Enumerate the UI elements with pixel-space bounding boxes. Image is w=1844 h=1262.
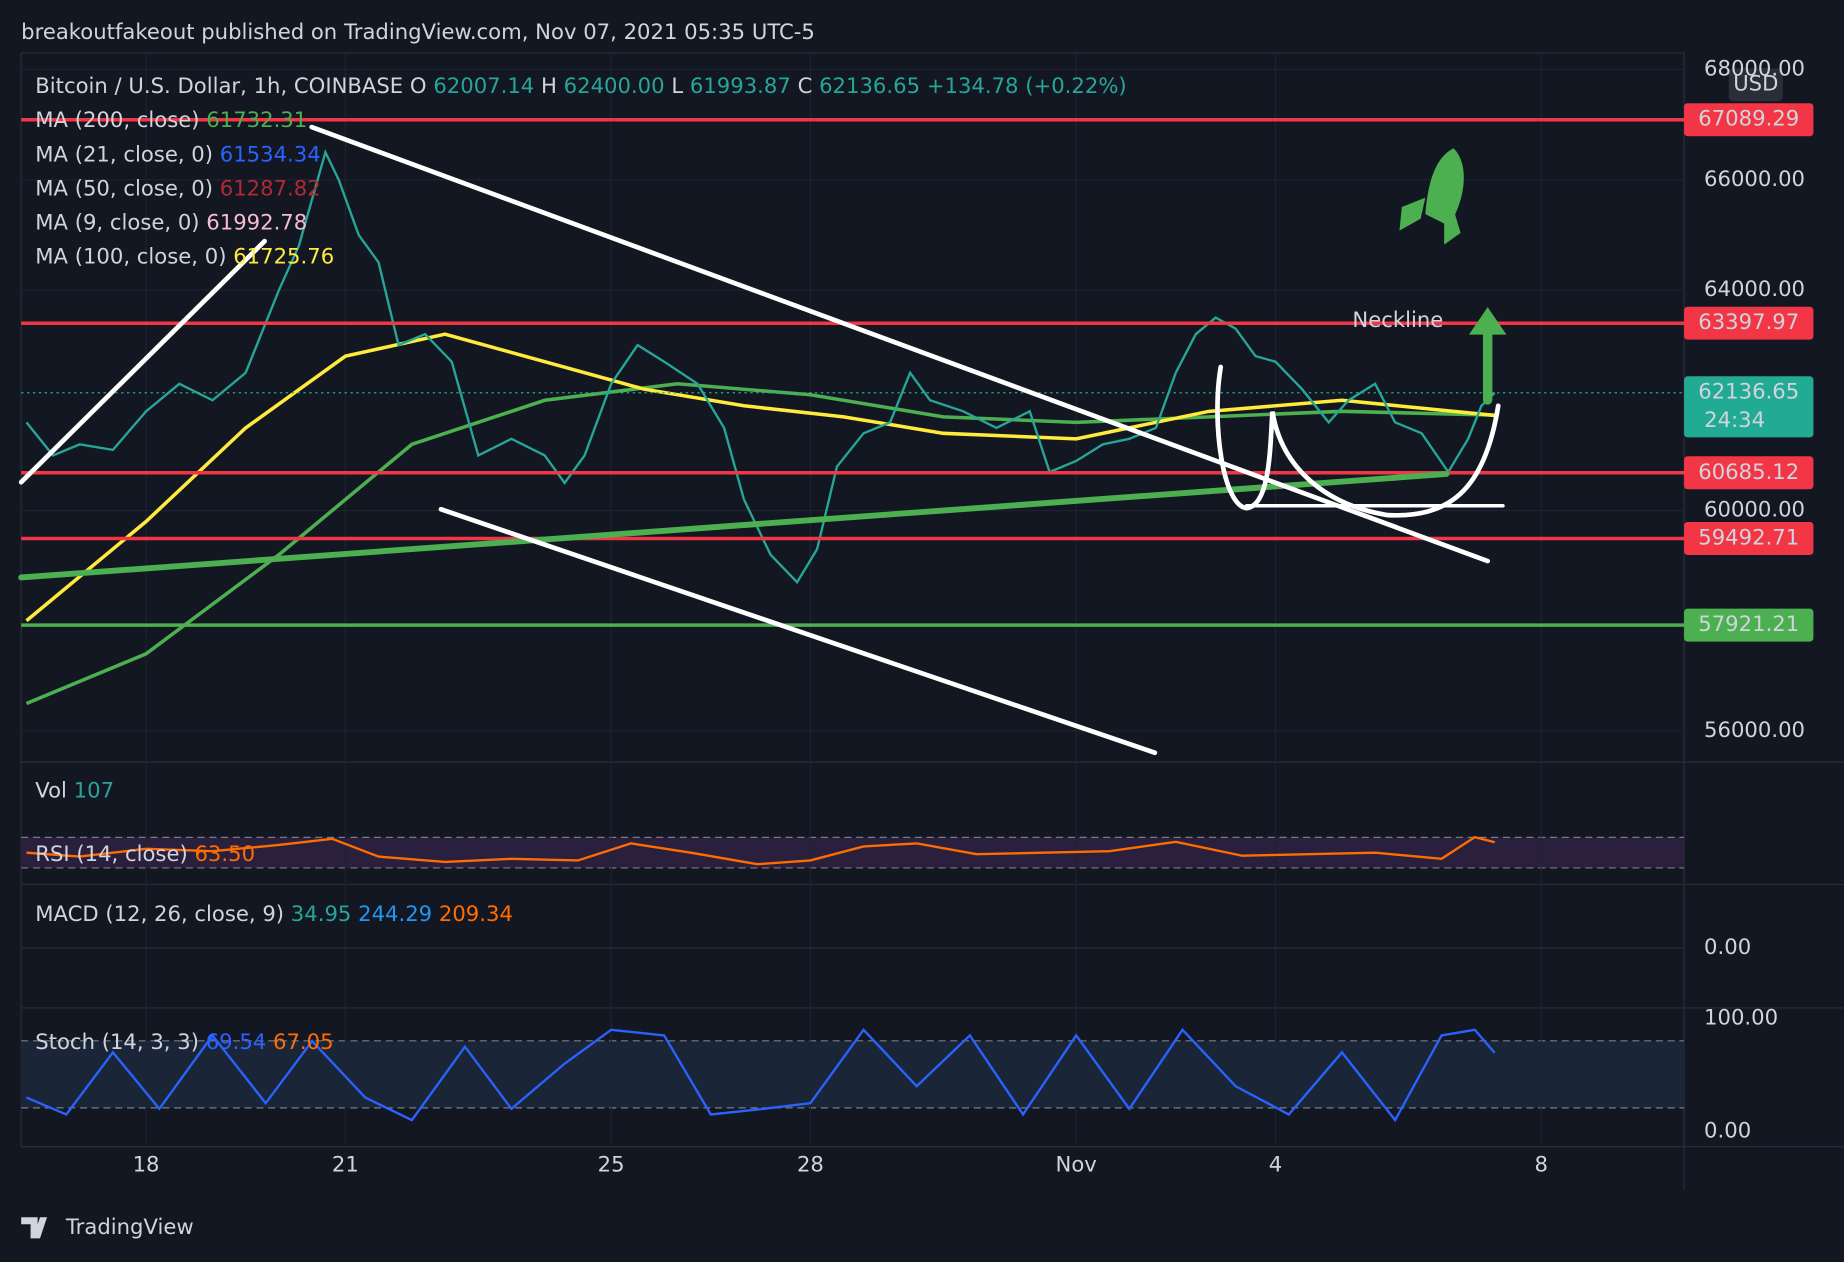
x-tick-label: 25 [598,1152,625,1177]
price-label-box [1684,456,1814,490]
macd-label: MACD (12, 26, close, 9) [35,901,284,926]
marks [21,52,1685,1147]
y-tick-label: 64000.00 [1704,276,1805,301]
price-label-box [1684,306,1814,340]
green-trendline [18,471,1450,581]
price-label-box [1684,522,1814,555]
x-tick-label: 18 [133,1152,160,1177]
x-tick-label: Nov [1056,1152,1097,1177]
logo-mark [21,1217,48,1239]
indicator-name: MA (21, close, 0) [35,141,213,166]
y-tick-label: 100.00 [1704,1004,1778,1029]
ohlc-value: 61993.87 [690,73,791,98]
legend-line: Bitcoin / U.S. Dollar, 1h, COINBASE O 62… [35,73,1126,98]
byline: breakoutfakeout published on TradingView… [21,19,815,44]
x-tick-label: 4 [1269,1152,1282,1177]
macd-value: 244.29 [358,901,432,926]
legend-line: MA (21, close, 0) 61534.34 [35,141,320,166]
trendline [18,238,267,485]
countdown: 24:34 [1704,407,1765,432]
ma-line [25,382,1495,706]
price-line [25,148,1496,585]
macd-value: 209.34 [439,901,513,926]
rsi-band [21,837,1685,868]
stoch-label: Stoch (14, 3, 3) [35,1029,199,1054]
macd-value: 34.95 [291,901,352,926]
chart-area [20,52,1685,1148]
price-label: 57921.21 [1698,611,1799,636]
indicator-value: 61534.34 [220,141,321,166]
pattern-drawing [1215,364,1501,518]
drawings [18,124,1507,756]
trendline [438,506,1158,756]
annotation: Neckline [1352,307,1443,332]
vol-label: Vol [35,778,67,803]
stoch-value: 69.54 [206,1029,267,1054]
indicator-name: MA (50, close, 0) [35,175,213,200]
ma-line [25,332,1495,623]
indicator-name: MA (200, close) [35,107,199,132]
x-tick-label: 21 [332,1152,359,1177]
rocket-icon [1399,148,1464,245]
price-label: 63397.97 [1698,309,1799,334]
indicator-value: 61725.76 [233,244,334,269]
indicator-value: 61732.31 [206,107,307,132]
ohlc-label: O [410,73,427,98]
symbol: Bitcoin / U.S. Dollar, 1h, COINBASE [35,73,403,98]
logo-text: TradingView [65,1214,194,1239]
currency[interactable]: USD [1733,71,1778,96]
y-tick-label: 56000.00 [1704,717,1805,742]
last-price-box [1684,376,1814,438]
trendline [309,124,1491,564]
last-price-label: 62136.65 [1698,379,1799,404]
y-tick-label: 60000.00 [1704,497,1805,522]
legend-line: Stoch (14, 3, 3) 69.54 67.05 [35,1029,333,1054]
vol-value: 107 [74,778,114,803]
y-tick-label: 68000.00 [1704,56,1805,81]
stoch-value: 67.05 [273,1029,334,1054]
rsi-label: RSI (14, close) [35,841,187,866]
legend-line: MA (9, close, 0) 61992.78 [35,210,307,235]
price-label: 59492.71 [1698,524,1799,549]
indicator-value: 61992.78 [206,210,307,235]
rsi-value: 63.50 [194,841,255,866]
change: +134.78 (+0.22%) [927,73,1127,98]
ohlc-value: 62007.14 [433,73,534,98]
price-label-box [1684,608,1814,642]
arrow-head [1468,307,1507,335]
ohlc-value: 62136.65 [819,73,920,98]
legend-line: Vol 107 [35,778,114,803]
legend-line: MA (100, close, 0) 61725.76 [35,244,334,269]
stoch-line [26,1027,1496,1123]
rsi-line [26,835,1496,866]
x-tick-label: 28 [797,1152,824,1177]
legend-line: MA (50, close, 0) 61287.82 [35,175,320,200]
ohlc-label: C [798,73,813,98]
y-tick-label: 0.00 [1704,1117,1751,1142]
price-label: 67089.29 [1698,106,1799,131]
currency-badge[interactable] [1728,68,1783,102]
y-tick-label: 0.00 [1704,934,1751,959]
legend-line: RSI (14, close) 63.50 [35,841,255,866]
indicator-name: MA (9, close, 0) [35,210,199,235]
ohlc-label: L [671,73,683,98]
indicator-name: MA (100, close, 0) [35,244,226,269]
price-label: 60685.12 [1698,459,1799,484]
ohlc-label: H [541,73,557,98]
y-tick-label: 66000.00 [1704,166,1805,191]
logo: TradingView [21,1214,194,1239]
ohlc-value: 62400.00 [564,73,665,98]
x-tick-label: 8 [1534,1152,1547,1177]
indicator-value: 61287.82 [220,175,321,200]
price-label-box [1684,103,1814,137]
legend-line: MACD (12, 26, close, 9) 34.95 244.29 209… [35,901,513,926]
legend-line: MA (200, close) 61732.31 [35,107,307,132]
